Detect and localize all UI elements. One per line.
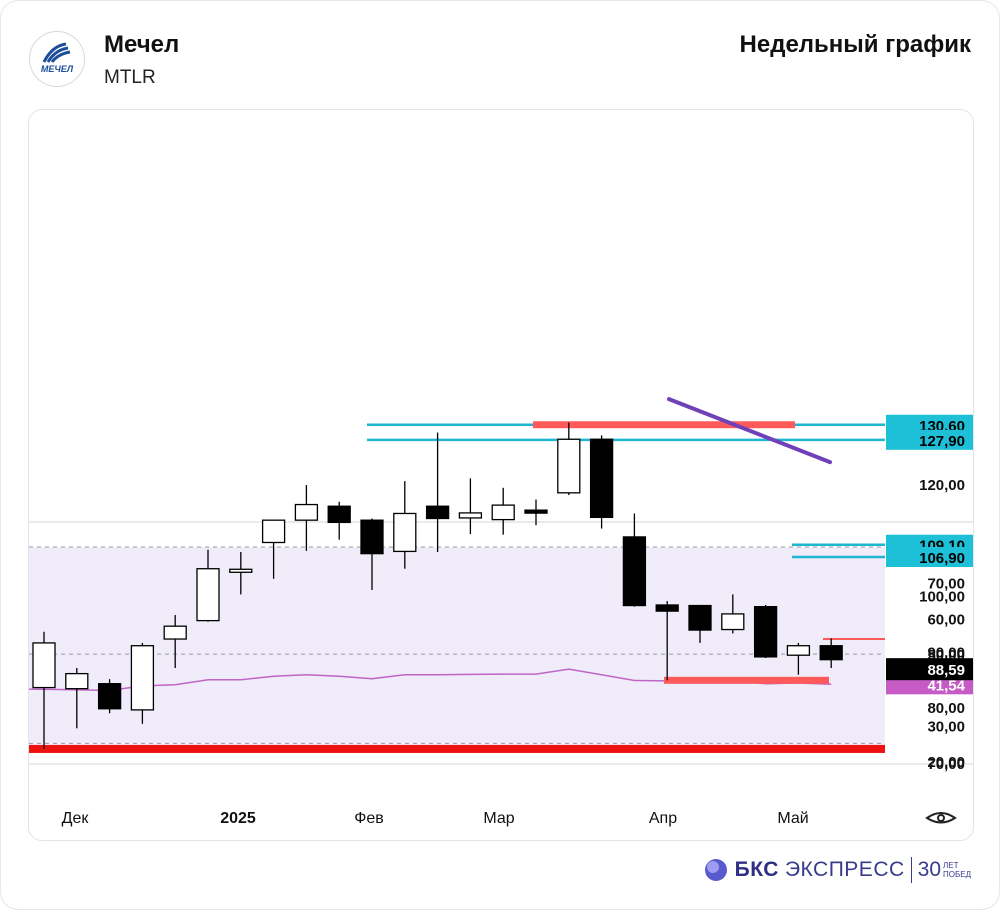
bks-logo-icon — [704, 859, 727, 881]
time-axis-label: Май — [777, 810, 808, 827]
chart-title: Недельный график — [739, 31, 971, 58]
rsi-tick-label: 20,00 — [927, 754, 965, 771]
level-price-label: 106,90 — [919, 550, 965, 567]
candlestick-chart[interactable]: 120,00100,0090,0080,0070,0080,0070,0060,… — [29, 110, 973, 840]
rsi-value-label: 41,54 — [927, 677, 965, 694]
chart-frame[interactable]: 120,00100,0090,0080,0070,0080,0070,0060,… — [28, 109, 974, 841]
candle-body — [491, 504, 515, 521]
candle-body — [327, 505, 351, 524]
candle-body — [294, 503, 319, 521]
time-axis-label: Мар — [483, 810, 514, 827]
candle-body — [97, 683, 122, 710]
candle-body — [163, 625, 187, 640]
candle-body — [229, 568, 253, 573]
rsi-tick-label: 70,00 — [927, 576, 965, 593]
brand-bks: БКС — [734, 858, 779, 881]
rsi-band-background — [29, 547, 885, 745]
level-price-label: 127,90 — [919, 433, 965, 450]
brand-express: ЭКСПРЕСС — [784, 858, 905, 881]
candle-body — [524, 509, 548, 514]
candle-body — [753, 606, 778, 658]
bks-brand: БКС ЭКСПРЕСС 30 ЛЕТ ПОБЕД — [703, 855, 971, 885]
candle-body — [688, 604, 712, 631]
price-tick-label: 100,00 — [919, 589, 965, 606]
candle-body — [557, 438, 581, 494]
candle-body — [261, 519, 286, 544]
ticker-name: Мечел — [104, 31, 180, 58]
time-axis-label: 2025 — [220, 810, 256, 827]
level-price-box — [886, 429, 973, 450]
candle-body — [655, 604, 679, 612]
candle-body — [65, 672, 89, 690]
candle-body — [130, 645, 155, 711]
candle-body — [819, 645, 843, 661]
logo-text: МЕЧЕЛ — [41, 64, 74, 74]
time-axis-label: Фев — [354, 810, 384, 827]
brand-small-2: ПОБЕД — [943, 870, 971, 879]
candle-body — [32, 642, 56, 689]
mechel-logo: МЕЧЕЛ — [29, 31, 85, 87]
candle-body — [196, 568, 220, 622]
red-zone-top — [533, 421, 795, 429]
level-price-box — [886, 546, 973, 567]
support-level-line — [29, 744, 885, 753]
price-tick-label: 120,00 — [919, 477, 965, 494]
candle-body — [589, 438, 614, 519]
level-price-box — [886, 414, 973, 435]
candle-body — [393, 512, 417, 553]
time-axis-label: Дек — [62, 810, 90, 827]
red-zone-bottom — [664, 676, 829, 684]
price-tick-label: 80,00 — [927, 700, 965, 717]
brand-divider — [910, 857, 912, 883]
rsi-tick-label: 30,00 — [927, 719, 965, 736]
trend-line — [667, 397, 832, 465]
last-price-box — [886, 658, 973, 681]
price-tick-label: 90,00 — [927, 644, 965, 661]
rsi-tick-label: 60,00 — [927, 611, 965, 628]
eye-icon[interactable] — [925, 812, 957, 824]
brand-small-1: ЛЕТ — [943, 861, 959, 870]
time-axis-label: Апр — [649, 810, 677, 827]
candle-body — [786, 645, 811, 656]
candle-body — [458, 512, 483, 519]
last-price-label: 88,59 — [927, 662, 965, 679]
ticker-code: MTLR — [104, 67, 156, 88]
candle-body — [622, 536, 647, 607]
candle-body — [360, 519, 384, 555]
candle-body — [721, 613, 745, 631]
brand-30: 30 — [917, 858, 942, 881]
logo-mark-icon: МЕЧЕЛ — [41, 42, 74, 74]
candle-body — [425, 505, 450, 520]
